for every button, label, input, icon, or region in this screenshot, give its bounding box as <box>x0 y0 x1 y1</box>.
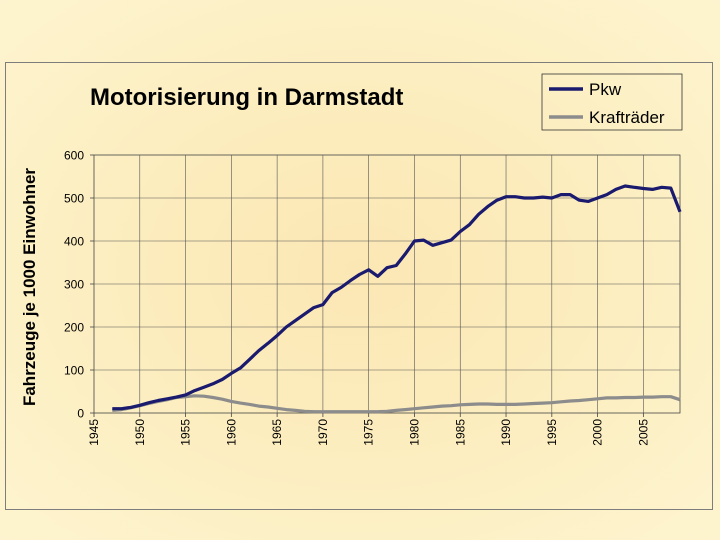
x-tick-labels: 1945 1950 1955 1960 1965 1970 1975 1980 1985 1990… <box>87 419 650 446</box>
y-tick-label: 100 <box>64 364 84 378</box>
x-tick-label: 1980 <box>407 419 421 446</box>
series-line-pkw <box>112 184 682 411</box>
x-tick-label: 1995 <box>545 419 559 446</box>
legend: Pkw Krafträder <box>541 73 683 131</box>
x-tick-label: 1945 <box>87 419 101 446</box>
chart-frame <box>5 62 713 510</box>
x-tick-label: 1990 <box>499 419 513 446</box>
y-tick-label: 600 <box>64 149 84 163</box>
legend-label-pkw: Pkw <box>589 80 622 99</box>
y-tick-label: 500 <box>64 192 84 206</box>
legend-box <box>541 73 683 131</box>
x-tick-label: 2005 <box>636 419 650 446</box>
x-tick-label: 1975 <box>362 419 376 446</box>
series-line-kraftraeder <box>112 394 681 414</box>
y-tick-label: 200 <box>64 321 84 335</box>
y-tick-label: 300 <box>64 278 84 292</box>
series-lines <box>112 184 682 414</box>
x-tick-label: 1950 <box>133 419 147 446</box>
chart-title: Motorisierung in Darmstadt <box>90 84 403 111</box>
y-tick-label: 0 <box>77 407 84 421</box>
x-tick-label: 1970 <box>316 419 330 446</box>
legend-label-kraftraeder: Krafträder <box>589 108 665 127</box>
x-tick-label: 1965 <box>270 419 284 446</box>
x-tick-label: 1985 <box>453 419 467 446</box>
y-tick-labels: 0 100 200 300 400 500 600 <box>64 149 84 421</box>
x-tick-label: 2000 <box>591 419 605 446</box>
y-axis-label: Fahrzeuge je 1000 Einwohner <box>20 168 39 406</box>
gridlines <box>90 154 680 417</box>
x-tick-label: 1960 <box>224 419 238 446</box>
y-tick-label: 400 <box>64 235 84 249</box>
x-tick-label: 1955 <box>179 419 193 446</box>
